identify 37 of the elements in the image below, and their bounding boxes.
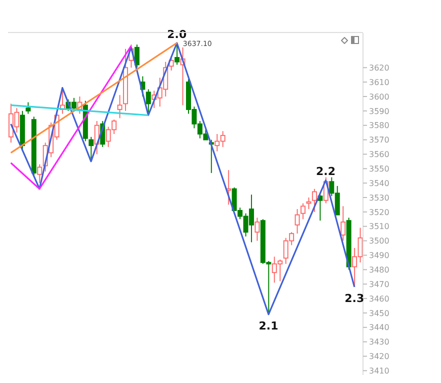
y-tick-label: 3510 — [369, 222, 390, 232]
y-tick-label: 3460 — [369, 294, 390, 304]
candlestick — [300, 202, 306, 220]
annotation: 2.2 — [316, 165, 336, 178]
candlestick — [37, 164, 42, 184]
y-tick-label: 3490 — [369, 251, 390, 260]
candlestick — [134, 44, 140, 68]
candlestick — [306, 197, 312, 210]
y-tick-label: 3530 — [369, 193, 390, 202]
candlestick — [146, 88, 151, 114]
candlestick — [26, 102, 31, 114]
candlestick — [294, 208, 300, 234]
y-tick-label: 3440 — [369, 323, 390, 332]
candlestick — [117, 94, 122, 119]
candlestick — [254, 217, 260, 242]
y-tick-label: 3520 — [369, 208, 390, 217]
candlestick — [312, 188, 317, 212]
y-tick-label: 3610 — [369, 78, 390, 87]
y-tick-label: 3580 — [369, 121, 390, 130]
y-tick-label: 3590 — [369, 106, 390, 116]
y-tick-label: 3420 — [369, 352, 390, 362]
annotation: 2.3 — [344, 292, 364, 305]
y-tick-label: 3470 — [369, 280, 390, 289]
y-tick-label: 3500 — [369, 236, 390, 246]
candlestick — [88, 136, 94, 160]
annotation: 2.1 — [258, 319, 278, 332]
y-tick-label: 3540 — [369, 178, 390, 188]
y-tick-label: 3450 — [369, 308, 390, 318]
candlestick — [340, 206, 346, 242]
y-tick-label: 3620 — [369, 63, 390, 72]
y-tick-label: 3430 — [369, 338, 390, 347]
y-tick-label: 3550 — [369, 164, 390, 174]
y-tick-label: 3600 — [369, 92, 390, 102]
y-tick-label: 3410 — [369, 366, 390, 376]
y-tick-label: 3480 — [369, 266, 390, 274]
y-tick-label: 3560 — [369, 150, 390, 160]
y-tick-label: 3570 — [369, 136, 390, 145]
